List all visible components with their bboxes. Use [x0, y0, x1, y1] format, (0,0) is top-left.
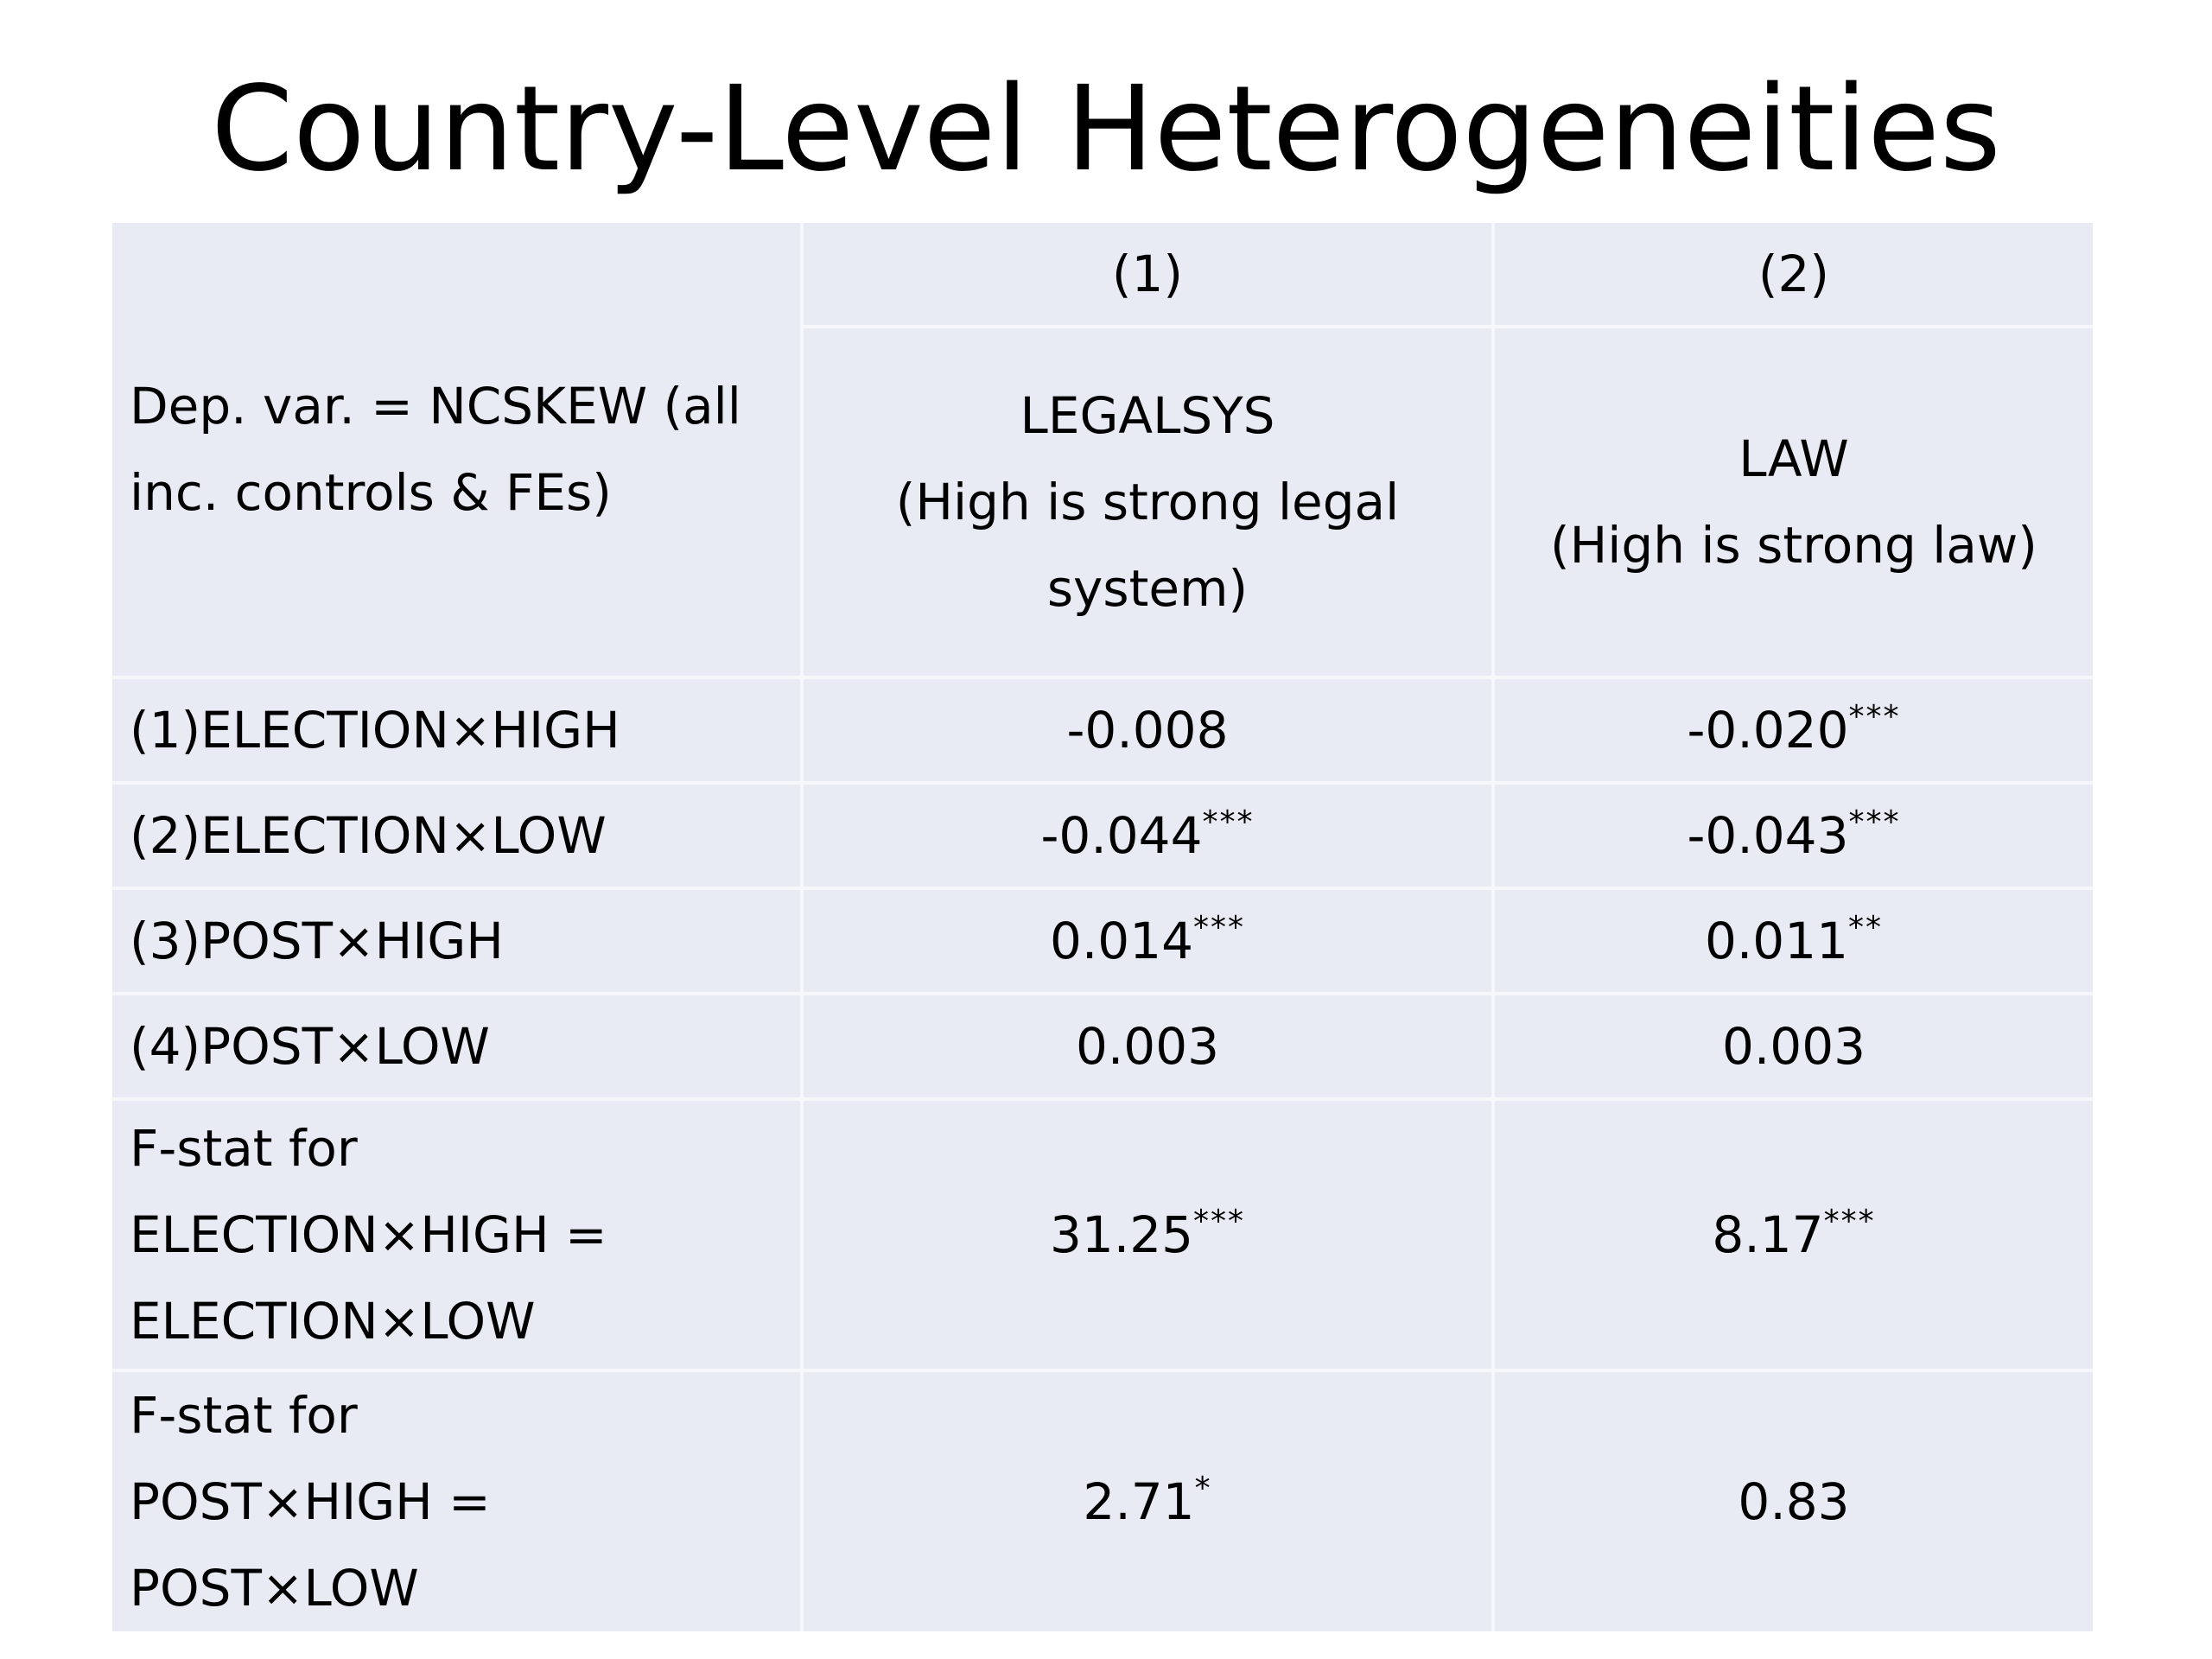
coef-cell: 0.003 [1495, 995, 2093, 1101]
fstat-post-label: F-stat for POST×HIGH = POST×LOW [112, 1372, 804, 1631]
coef-value: 0.003 [1721, 1017, 1866, 1076]
row-label-election-high: (1)ELECTION×HIGH [112, 679, 804, 785]
coef-cell: 0.003 [804, 995, 1495, 1101]
coef-cell: -0.008 [804, 679, 1495, 785]
fstat-election-label: F-stat for ELECTION×HIGH = ELECTION×LOW [112, 1101, 804, 1372]
significance-stars: *** [1823, 1204, 1876, 1239]
fstat-post-line1: F-stat for [130, 1386, 358, 1445]
coef-cell: -0.020*** [1495, 679, 2093, 785]
fstat-value: 31.25 [1049, 1205, 1194, 1264]
column-2-name: LAW [1738, 429, 1849, 488]
significance-stars: *** [1202, 804, 1255, 840]
column-number-row: Dep. var. = NCSKEW (all inc. controls & … [112, 223, 2093, 679]
coef-value: 0.003 [1075, 1017, 1220, 1076]
coef-value: -0.044 [1040, 806, 1203, 865]
column-name-row: LEGALSYS (High is strong legal system) L… [112, 328, 2093, 679]
column-1-header: LEGALSYS (High is strong legal system) [804, 328, 1495, 679]
significance-stars: * [1194, 1471, 1212, 1506]
column-2-number: (2) [1495, 223, 2093, 328]
coef-cell: -0.044*** [804, 785, 1495, 890]
fstat-value: 2.71 [1083, 1472, 1195, 1531]
table-row: (3)POST×HIGH 0.014*** 0.011** [112, 890, 2093, 995]
fstat-value: 0.83 [1738, 1472, 1850, 1531]
column-1-number: (1) [804, 223, 1495, 328]
coef-cell: -0.043*** [1495, 785, 2093, 890]
coef-value: 0.014 [1049, 912, 1194, 970]
column-2-desc-line1: (High is strong law) [1550, 516, 2037, 575]
fstat-election-line1: F-stat for [130, 1119, 358, 1178]
fstat-cell: 8.17*** [1495, 1101, 2093, 1372]
significance-stars: *** [1848, 804, 1901, 840]
fstat-cell: 0.83 [1495, 1372, 2093, 1631]
significance-stars: ** [1848, 910, 1884, 945]
row-label-post-low: (4)POST×LOW [112, 995, 804, 1101]
row-label-post-high: (3)POST×HIGH [112, 890, 804, 995]
fstat-election-line3: ELECTION×LOW [130, 1292, 536, 1351]
fstat-value: 8.17 [1712, 1205, 1824, 1264]
dependent-variable-line1: Dep. var. = NCSKEW (all [130, 377, 741, 435]
fstat-cell: 2.71* [804, 1372, 1495, 1631]
dependent-variable-cell: Dep. var. = NCSKEW (all inc. controls & … [112, 223, 804, 679]
fstat-election-row: F-stat for ELECTION×HIGH = ELECTION×LOW … [112, 1101, 2093, 1372]
significance-stars: *** [1193, 1204, 1246, 1239]
fstat-election-line2: ELECTION×HIGH = [130, 1205, 607, 1264]
table-row: (4)POST×LOW 0.003 0.003 [112, 995, 2093, 1101]
column-1-desc-line2: system) [1046, 559, 1249, 618]
fstat-cell: 31.25*** [804, 1101, 1495, 1372]
fstat-post-row: F-stat for POST×HIGH = POST×LOW 2.71* 0.… [112, 1372, 2093, 1631]
significance-stars: *** [1848, 699, 1901, 734]
coef-value: 0.011 [1704, 912, 1849, 970]
row-label-election-low: (2)ELECTION×LOW [112, 785, 804, 890]
column-1-desc-line1: (High is strong legal [895, 473, 1400, 531]
column-2-header: LAW (High is strong law) [1495, 328, 2093, 679]
table-row: (2)ELECTION×LOW -0.044*** -0.043*** [112, 785, 2093, 890]
coef-value: -0.043 [1687, 806, 1849, 865]
table-row: (1)ELECTION×HIGH -0.008 -0.020*** [112, 679, 2093, 785]
coef-cell: 0.014*** [804, 890, 1495, 995]
coef-cell: 0.011** [1495, 890, 2093, 995]
coef-value: -0.020 [1687, 701, 1849, 760]
coef-value: -0.008 [1066, 701, 1229, 760]
regression-results-table: Dep. var. = NCSKEW (all inc. controls & … [112, 223, 2093, 1631]
dependent-variable-line2: inc. controls & FEs) [130, 463, 612, 522]
fstat-post-line2: POST×HIGH = POST×LOW [130, 1472, 491, 1618]
column-1-name: LEGALSYS [1020, 386, 1275, 445]
significance-stars: *** [1193, 910, 1246, 945]
slide-title: Country-Level Heterogeneities [211, 61, 2001, 198]
